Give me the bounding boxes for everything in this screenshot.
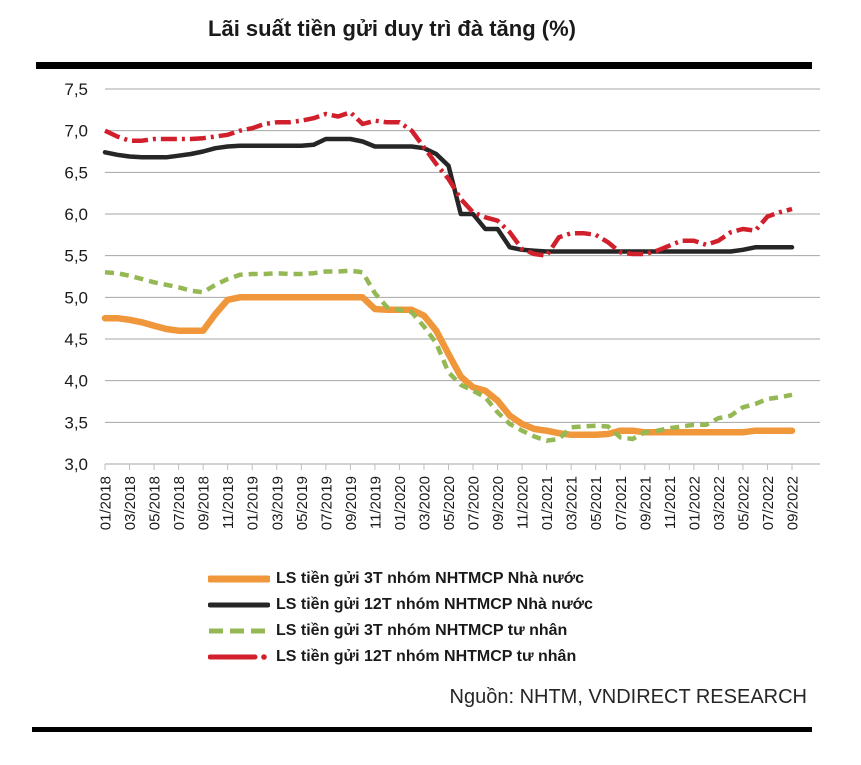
legend-label: LS tiền gửi 12T nhóm NHTMCP Nhà nước: [276, 596, 593, 613]
x-axis-tick-label: 09/2019: [343, 476, 360, 530]
legend-label: LS tiền gửi 12T nhóm NHTMCP tư nhân: [276, 648, 577, 665]
y-axis-tick-label: 5,5: [64, 247, 88, 266]
x-axis-tick-label: 01/2022: [686, 476, 703, 530]
x-axis-tick-label: 05/2021: [588, 476, 605, 530]
x-axis-tick-label: 07/2020: [466, 476, 483, 530]
y-axis-tick-label: 6,0: [64, 205, 88, 224]
x-axis-tick-label: 11/2019: [367, 476, 384, 529]
x-axis-tick-label: 03/2019: [269, 476, 286, 530]
source-note: Nguồn: NHTM, VNDIRECT RESEARCH: [449, 686, 807, 708]
x-axis-tick-label: 07/2018: [171, 476, 188, 530]
y-axis-tick-label: 5,0: [64, 288, 88, 307]
y-axis-tick-label: 4,5: [64, 330, 88, 349]
series-line: [104, 110, 793, 258]
top-divider-rule: [36, 62, 812, 69]
x-axis-tick-label: 03/2020: [416, 476, 433, 530]
x-axis-tick-label: 11/2021: [662, 476, 679, 529]
deposit-rate-line-chart: 7,5 7,0 6,5 6,0 5,5 5,0 4,5 4,0 3,5 3,0 01/2018 03/…: [64, 80, 820, 530]
x-axis-tick-label: 01/2019: [245, 476, 262, 530]
x-axis-tick-label: 11/2018: [220, 476, 237, 529]
x-axis-tick-label: 07/2022: [760, 476, 777, 530]
legend-swatch-green-dashed-line: [209, 628, 269, 634]
legend-swatch-red-dash-dot-line: [208, 654, 267, 660]
chart-area: 7,5 7,0 6,5 6,0 5,5 5,0 4,5 4,0 3,5 3,0 01/2018 03/…: [36, 78, 826, 578]
red-dot-icon: [261, 654, 267, 660]
x-axis-tick-label: 07/2019: [318, 476, 335, 530]
bottom-divider-rule: [32, 727, 812, 732]
x-axis-tick-label: 03/2018: [122, 476, 139, 530]
legend-swatch-orange-solid-line: [208, 575, 270, 583]
y-axis-tick-label: 3,5: [64, 413, 88, 432]
x-axis-tick-label: 09/2021: [637, 476, 654, 530]
x-axis-tick-label: 03/2021: [564, 476, 581, 530]
legend-label: LS tiền gửi 3T nhóm NHTMCP Nhà nước: [276, 570, 585, 587]
x-axis-tick-label: 05/2022: [735, 476, 752, 530]
legend-label: LS tiền gửi 3T nhóm NHTMCP tư nhân: [276, 622, 568, 639]
series-line: [104, 268, 793, 443]
x-axis-tick-label: 09/2018: [196, 476, 213, 530]
x-axis-tick-label: 09/2022: [785, 476, 802, 530]
legend-swatch-black-solid-line: [208, 602, 270, 608]
y-axis-tick-label: 7,5: [64, 80, 88, 99]
x-axis-tick-label: 01/2018: [98, 476, 115, 530]
series-line: [102, 136, 795, 254]
x-axis-tick-label: 07/2021: [613, 476, 630, 530]
series-line: [101, 294, 796, 439]
x-axis-tick-label: 03/2022: [711, 476, 728, 530]
x-axis-tick-label: 11/2020: [515, 476, 532, 529]
legend-item: LS tiền gửi 12T nhóm NHTMCP Nhà nước: [208, 592, 593, 618]
chart-title: Lãi suất tiền gửi duy trì đà tăng (%): [208, 16, 576, 41]
x-axis-tick-label: 09/2020: [490, 476, 507, 530]
y-axis-tick-label: 4,0: [64, 372, 88, 391]
legend-item: LS tiền gửi 3T nhóm NHTMCP tư nhân: [208, 618, 593, 644]
x-axis-tick-label: 05/2019: [294, 476, 311, 530]
chart-legend: LS tiền gửi 3T nhóm NHTMCP Nhà nước LS t…: [208, 566, 593, 670]
x-axis-tick-label: 01/2020: [392, 476, 409, 530]
x-axis-tick-label: 05/2020: [441, 476, 458, 530]
y-axis-tick-label: 7,0: [64, 122, 88, 141]
y-axis-tick-label: 6,5: [64, 163, 88, 182]
legend-item: LS tiền gửi 3T nhóm NHTMCP Nhà nước: [208, 566, 593, 592]
x-axis-tick-label: 01/2021: [539, 476, 556, 530]
y-axis-tick-label: 3,0: [64, 455, 88, 474]
legend-item: LS tiền gửi 12T nhóm NHTMCP tư nhân: [208, 644, 593, 670]
x-axis-tick-label: 05/2018: [147, 476, 164, 530]
